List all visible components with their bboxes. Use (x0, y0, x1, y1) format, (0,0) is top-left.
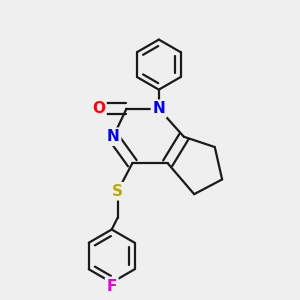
Text: N: N (152, 101, 165, 116)
Text: N: N (107, 129, 120, 144)
Text: O: O (92, 101, 105, 116)
Text: F: F (106, 278, 117, 293)
Text: S: S (112, 184, 123, 199)
